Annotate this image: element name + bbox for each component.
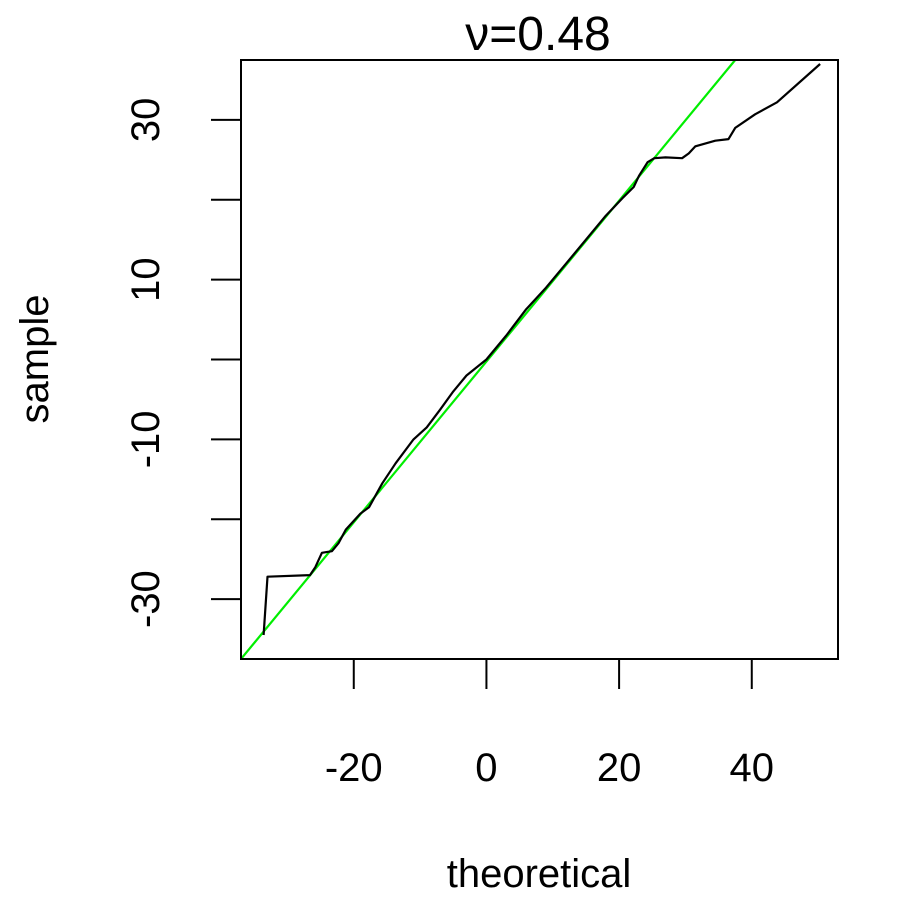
y-tick-label: -10 xyxy=(124,410,168,468)
x-tick-label: -20 xyxy=(325,746,383,790)
sample-quantile-line xyxy=(262,63,821,636)
y-tick-label: -30 xyxy=(124,570,168,628)
y-tick-label: 30 xyxy=(124,98,168,142)
plot-frame xyxy=(240,59,839,660)
y-axis-label: sample xyxy=(13,295,57,424)
chart-title: ν=0.48 xyxy=(465,8,610,61)
x-tick-label: 40 xyxy=(730,746,775,790)
x-tick-label: 20 xyxy=(597,746,642,790)
x-axis-label: theoretical xyxy=(447,852,632,896)
x-tick-label: 0 xyxy=(475,746,497,790)
y-tick-label: 10 xyxy=(124,257,168,302)
